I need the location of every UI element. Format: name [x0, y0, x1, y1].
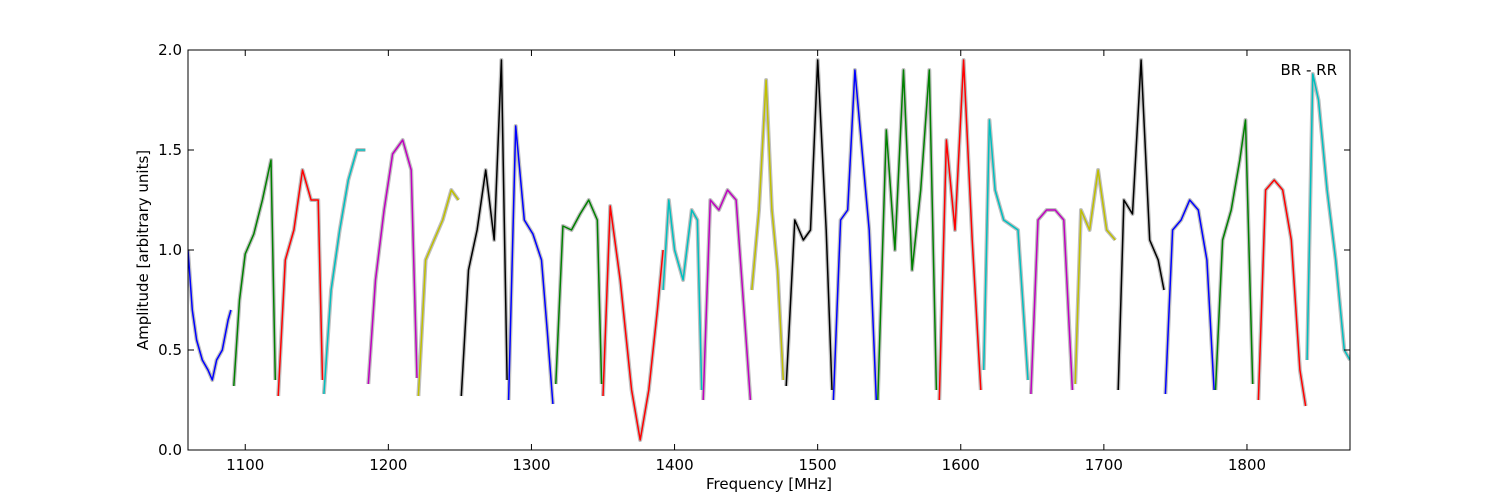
series-line-21	[1117, 59, 1165, 391]
series-line-10	[602, 205, 664, 441]
y-tick-label: 2.0	[158, 41, 182, 59]
series-line-6	[417, 189, 460, 397]
y-tick-label: 1.0	[158, 241, 182, 259]
series-line-24	[1257, 179, 1307, 407]
series-line-16	[877, 69, 938, 401]
chart-annotation: BR - RR	[1280, 61, 1337, 79]
series-line-3	[277, 169, 324, 397]
x-tick-label: 1500	[799, 456, 837, 474]
series-line-19	[1030, 209, 1074, 395]
y-tick-label: 0.0	[158, 441, 182, 459]
x-tick-label: 1800	[1228, 456, 1266, 474]
series-line-22	[1164, 199, 1215, 395]
series-line-12	[702, 189, 752, 401]
x-tick-label: 1600	[942, 456, 980, 474]
series-line-7	[460, 59, 508, 397]
series-line-1	[188, 249, 232, 381]
series-layer	[188, 58, 1350, 442]
y-axis: 0.0 0.5 1.0 1.5 2.0	[158, 41, 1350, 459]
y-axis-label: Amplitude [arbitrary units]	[134, 150, 152, 350]
series-line-14	[785, 59, 833, 391]
series-line-13	[751, 79, 785, 381]
series-line-18	[982, 119, 1029, 381]
x-tick-label: 1100	[226, 456, 264, 474]
x-axis: 1100 1200 1300 1400 1500 1600 1700 1800	[226, 50, 1266, 474]
series-line-11	[662, 199, 703, 391]
x-tick-label: 1400	[655, 456, 693, 474]
y-tick-label: 1.5	[158, 141, 182, 159]
series-line-5	[367, 139, 418, 385]
series-line-17	[938, 59, 982, 401]
series-line-8	[507, 125, 554, 405]
series-line-20	[1074, 169, 1116, 385]
series-line-2	[233, 159, 277, 387]
x-tick-label: 1700	[1085, 456, 1123, 474]
series-line-9	[555, 199, 603, 385]
x-tick-label: 1200	[369, 456, 407, 474]
y-tick-label: 0.5	[158, 341, 182, 359]
x-tick-label: 1300	[512, 456, 550, 474]
series-line-4	[323, 149, 366, 395]
series-line-15	[832, 69, 878, 401]
x-axis-label: Frequency [MHz]	[706, 475, 832, 493]
series-line-23	[1214, 119, 1254, 391]
